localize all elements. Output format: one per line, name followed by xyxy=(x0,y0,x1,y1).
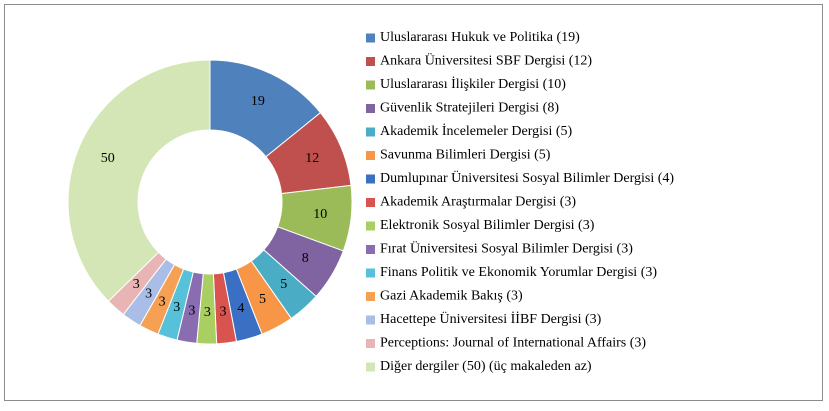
data-label: 3 xyxy=(219,304,226,319)
data-label: 4 xyxy=(237,301,244,316)
legend-swatch xyxy=(366,198,375,207)
data-label: 50 xyxy=(101,151,115,166)
legend-swatch xyxy=(366,57,375,66)
data-label: 19 xyxy=(251,94,265,109)
data-label: 5 xyxy=(280,277,287,292)
legend-swatch xyxy=(366,362,375,372)
legend-label: Güvenlik Stratejileri Dergisi (8) xyxy=(380,101,559,116)
data-label: 3 xyxy=(173,300,180,315)
legend-swatch xyxy=(366,151,375,160)
legend-swatch xyxy=(366,315,375,325)
data-label: 3 xyxy=(159,294,166,309)
legend-label: Fırat Üniversitesi Sosyal Bilimler Dergi… xyxy=(380,240,633,257)
chart-frame xyxy=(4,4,823,401)
legend-label: Finans Politik ve Ekonomik Yorumlar Derg… xyxy=(380,265,657,280)
legend-swatch xyxy=(366,127,375,137)
legend-label: Savunma Bilimleri Dergisi (5) xyxy=(380,148,551,163)
legend-swatch xyxy=(366,292,375,301)
donut-slice xyxy=(67,59,211,302)
data-label: 5 xyxy=(259,292,266,307)
legend-label: Perceptions: Journal of International Af… xyxy=(380,336,646,351)
legend-label: Dumlupınar Üniversitesi Sosyal Bilimler … xyxy=(380,169,674,186)
legend-swatch xyxy=(366,80,375,90)
legend-label: Akademik İncelemeler Dergisi (5) xyxy=(380,123,573,139)
legend-swatch xyxy=(366,268,375,278)
data-label: 3 xyxy=(204,305,211,320)
data-label: 3 xyxy=(145,287,152,302)
legend-label: Gazi Akademik Bakış (3) xyxy=(380,289,523,304)
legend-swatch xyxy=(366,174,375,184)
legend-label: Uluslararası Hukuk ve Politika (19) xyxy=(380,30,580,45)
legend-swatch xyxy=(366,245,375,254)
data-label: 10 xyxy=(313,207,327,222)
data-label: 3 xyxy=(188,304,195,319)
legend-label: Ankara Üniversitesi SBF Dergisi (12) xyxy=(380,52,592,69)
data-label: 8 xyxy=(302,251,309,266)
legend-label: Elektronik Sosyal Bilimler Dergisi (3) xyxy=(380,218,595,233)
legend-label: Uluslararası İlişkiler Dergisi (10) xyxy=(380,76,566,92)
legend-swatch xyxy=(366,221,375,231)
data-label: 12 xyxy=(305,151,319,166)
legend-label: Hacettepe Üniversitesi İİBF Dergisi (3) xyxy=(380,310,602,327)
data-label: 3 xyxy=(133,277,140,292)
legend-swatch xyxy=(366,33,375,43)
legend-label: Diğer dergiler (50) (üç makaleden az) xyxy=(380,359,592,374)
legend-swatch xyxy=(366,339,375,348)
legend-label: Akademik Araştırmalar Dergisi (3) xyxy=(380,195,576,210)
legend-swatch xyxy=(366,104,375,113)
